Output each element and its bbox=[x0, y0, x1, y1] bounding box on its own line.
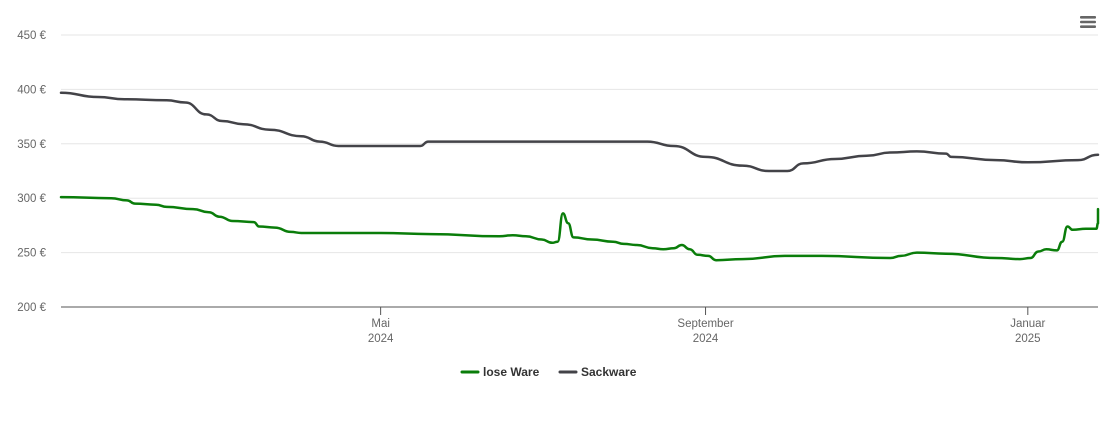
x-axis-labels: Mai 2024 September 2024 Januar 2025 bbox=[368, 318, 1046, 345]
y-axis-labels: 200 € 250 € 300 € 350 € 400 € 450 € bbox=[17, 30, 46, 314]
x-tick-label-month: Januar bbox=[1010, 318, 1045, 330]
y-tick-label: 250 € bbox=[17, 248, 46, 260]
x-tick-label-month: September bbox=[677, 318, 733, 330]
legend-label-sackware: Sackware bbox=[581, 365, 637, 379]
legend-label-lose-ware: lose Ware bbox=[483, 365, 540, 379]
x-tick-label-year: 2024 bbox=[693, 333, 719, 345]
y-tick-label: 450 € bbox=[17, 30, 46, 42]
y-tick-label: 350 € bbox=[17, 139, 46, 151]
hamburger-icon[interactable] bbox=[1076, 12, 1100, 32]
legend: lose Ware Sackware bbox=[460, 365, 637, 379]
gridlines bbox=[61, 34, 1098, 254]
y-tick-label: 300 € bbox=[17, 193, 46, 205]
y-tick-label: 200 € bbox=[17, 302, 46, 314]
x-axis bbox=[61, 306, 1098, 315]
x-tick-label-month: Mai bbox=[371, 318, 390, 330]
series-line-lose-ware bbox=[59, 195, 1100, 262]
y-tick-label: 400 € bbox=[17, 84, 46, 96]
series-lines bbox=[59, 91, 1100, 262]
x-tick-label-year: 2024 bbox=[368, 333, 394, 345]
x-tick-label-year: 2025 bbox=[1015, 333, 1041, 345]
series-line-sackware bbox=[59, 91, 1100, 173]
